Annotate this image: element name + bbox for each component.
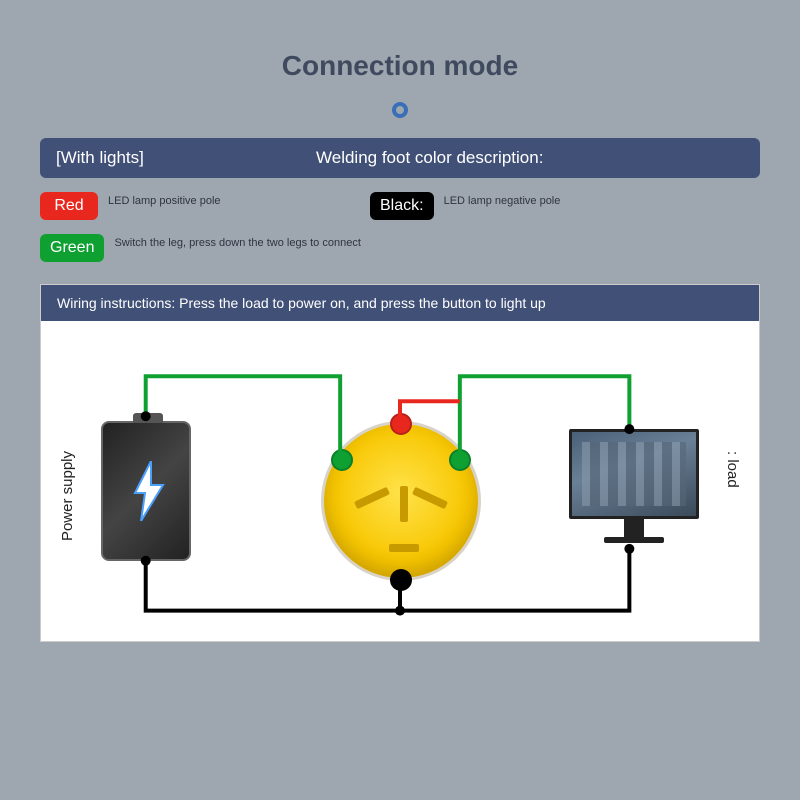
terminal-green-left — [331, 449, 353, 471]
legend-text-red: LED lamp positive pole — [108, 192, 221, 208]
legend-tag-red: Red — [40, 192, 98, 220]
legend-tag-green: Green — [40, 234, 104, 262]
header-bar: [With lights] Welding foot color descrip… — [40, 138, 760, 178]
legend-tag-black: Black: — [370, 192, 434, 220]
load-label: : load — [724, 451, 741, 488]
junction-dot — [624, 544, 634, 554]
monitor-icon — [569, 429, 699, 543]
lightning-bolt-icon — [131, 461, 167, 521]
accent-circle-icon — [392, 102, 408, 118]
diagram-body: Power supply : load — [41, 321, 759, 641]
terminal-red — [390, 413, 412, 435]
diagram-instructions: Wiring instructions: Press the load to p… — [41, 285, 759, 321]
diagram-box: Wiring instructions: Press the load to p… — [40, 284, 760, 642]
page-title: Connection mode — [0, 0, 800, 82]
junction-dot — [395, 606, 405, 616]
power-supply-label: Power supply — [59, 451, 76, 541]
connector-icon — [321, 421, 481, 581]
header-right: Welding foot color description: — [316, 148, 744, 168]
legend-row-2: Green Switch the leg, press down the two… — [40, 234, 760, 262]
legend-text-black: LED lamp negative pole — [444, 192, 561, 208]
terminal-black — [390, 569, 412, 591]
legend-text-green: Switch the leg, press down the two legs … — [114, 234, 360, 250]
legend-row-1: Red LED lamp positive pole Black: LED la… — [40, 192, 760, 220]
battery-icon — [101, 421, 191, 561]
header-left: [With lights] — [56, 148, 316, 168]
terminal-green-right — [449, 449, 471, 471]
